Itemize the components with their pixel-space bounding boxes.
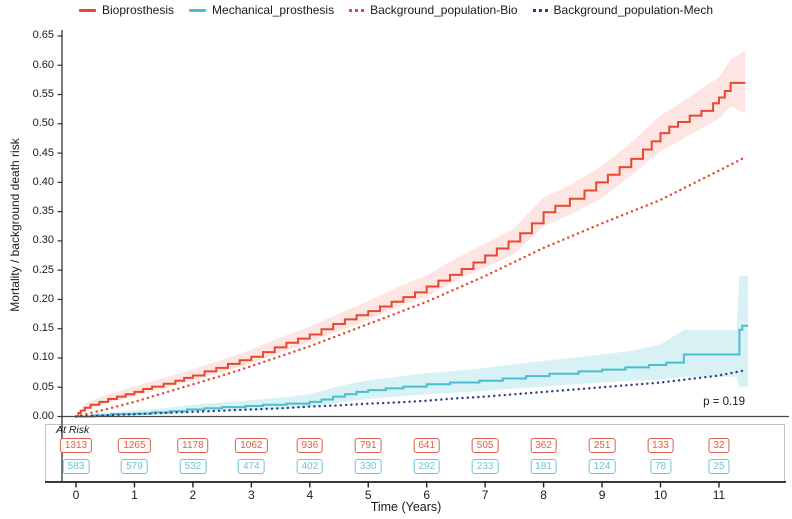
x-tick-label: 3 [248,488,255,502]
at-risk-value: 1265 [118,438,151,453]
y-tick-label: 0.35 [32,205,54,218]
at-risk-value: 936 [296,438,324,453]
solid-line-icon [78,8,96,12]
at-risk-value: 402 [296,459,324,474]
y-tick-label: 0.55 [32,88,54,101]
at-risk-value: 1062 [235,438,268,453]
x-tick-label: 7 [481,488,489,502]
y-tick-label: 0.15 [32,322,54,335]
legend-label: Background_population-Mech [553,3,713,17]
x-tick-label: 10 [653,488,668,502]
at-risk-value: 25 [708,459,730,474]
x-tick-label: 9 [598,488,606,502]
at-risk-value: 579 [121,459,148,474]
p-value-annotation: p = 0.19 [703,396,745,408]
y-tick-label: 0.05 [32,380,54,393]
legend-item-bioprosthesis: Bioprosthesis [78,3,175,17]
y-tick-label: 0.10 [32,351,54,364]
at-risk-value: 505 [471,438,499,453]
x-tick-label: 2 [189,488,197,502]
at-risk-label: At Risk [56,424,90,436]
x-tick-label: 1 [131,488,138,502]
y-tick-label: 0.00 [32,410,54,422]
at-risk-value: 78 [649,459,672,474]
legend-label: Bioprosthesis [101,3,175,17]
curve-bioprosthesis [76,81,746,418]
y-tick-label: 0.50 [32,117,54,130]
at-risk-value: 362 [530,438,557,453]
curve-mechanical_prosthesis [76,324,749,418]
x-tick-label: 11 [712,488,726,502]
at-risk-value: 1178 [177,438,209,453]
y-tick-label: 0.65 [32,29,54,42]
at-risk-value: 474 [238,459,265,474]
y-tick-label: 0.40 [32,175,54,188]
y-tick-label: 0.45 [32,146,54,159]
x-tick-label: 8 [540,488,547,502]
at-risk-value: 251 [588,438,616,453]
at-risk-value: 1313 [59,438,93,453]
y-tick-label: 0.30 [32,234,54,247]
y-axis-title: Mortality / background death risk [8,138,22,312]
at-risk-value: 124 [588,459,616,474]
legend-item-background_population-bio: Background_population-Bio [349,3,518,17]
at-risk-value: 532 [179,459,207,474]
legend-item-mechanical_prosthesis: Mechanical_prosthesis [189,3,334,17]
legend-item-background_population-mech: Background_population-Mech [532,3,713,17]
at-risk-value: 330 [354,459,382,474]
at-risk-value: 583 [62,459,90,474]
x-tick-label: 5 [364,488,372,502]
x-tick-label: 4 [306,488,314,502]
at-risk-value: 292 [413,459,441,474]
x-tick-label: 6 [423,488,431,502]
legend: Bioprosthesis Mechanical_prosthesis Backgr… [0,3,792,17]
legend-label: Mechanical_prosthesis [212,3,335,17]
at-risk-value: 32 [708,438,730,453]
x-axis-title: Time (Years) [370,500,442,514]
at-risk-value: 641 [413,438,441,453]
confidence-band-mechanical_prosthesis [76,276,749,417]
at-risk-value: 181 [530,459,557,474]
at-risk-value: 791 [354,438,382,453]
solid-line-icon [189,8,207,12]
y-tick-label: 0.20 [32,292,54,305]
x-tick-label: 0 [72,488,80,502]
curve-background_population-mech [74,369,747,418]
at-risk-value: 233 [471,459,499,474]
y-tick-label: 0.25 [32,263,54,276]
dotted-line-icon [349,8,365,12]
dotted-line-icon [532,8,548,12]
curve-background_population-bio [74,155,747,418]
legend-label: Background_population-Bio [370,3,518,17]
y-tick-label: 0.60 [32,58,54,71]
at-risk-value: 133 [647,438,674,453]
